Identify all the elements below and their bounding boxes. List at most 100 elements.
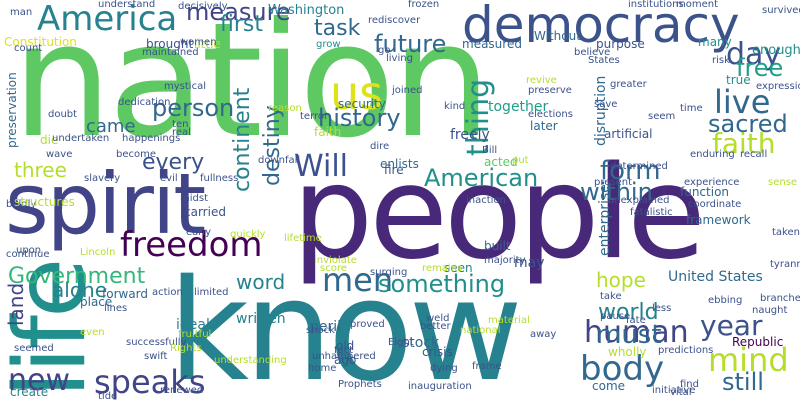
word-coordinate: fatalistic	[630, 207, 673, 218]
word-future: future	[374, 30, 447, 58]
word-alone: alone	[52, 278, 108, 302]
word-Bill: dire	[370, 141, 390, 152]
word-national: Eight	[388, 337, 414, 348]
word-seem: function	[680, 185, 730, 199]
word-material: weld	[426, 313, 450, 324]
word-still: still	[722, 368, 764, 396]
word-count: man	[10, 7, 33, 18]
word-something: something	[378, 270, 506, 298]
word-become: wave	[46, 149, 73, 160]
word-frozen: decisively	[178, 1, 228, 12]
word-hope: hope	[596, 268, 646, 292]
word-remains: surging	[370, 267, 408, 278]
word-tide: Prophets	[338, 379, 382, 390]
word-upon: framework	[686, 213, 751, 227]
word-freely: together	[488, 99, 549, 115]
word-Rights: seemed	[14, 343, 54, 354]
word-come: wholly	[608, 345, 647, 359]
word-doubt: die	[40, 133, 59, 147]
word-day: day	[726, 37, 782, 72]
word-later: kind	[444, 101, 466, 112]
word-quickly: early	[186, 227, 212, 238]
word-measure: measure	[186, 0, 291, 26]
word-inviolate: limited	[194, 287, 229, 298]
word-surging: majority	[484, 255, 526, 266]
word-institutions: frozen	[408, 0, 440, 10]
word-may: built	[484, 239, 511, 253]
word-lifetime: quickly	[230, 229, 266, 240]
word-ideal: acted	[484, 155, 518, 169]
word-sacred: sacred	[708, 110, 788, 138]
word-faith: faith	[712, 127, 776, 160]
word-democracy: democracy	[462, 0, 740, 54]
word-vital: find	[680, 379, 699, 390]
word-home: swift	[144, 351, 168, 362]
word-boldly: slavery	[84, 173, 121, 184]
word-elections: terror	[300, 111, 329, 122]
word-early: carried	[184, 205, 226, 219]
word-American: American	[424, 164, 539, 192]
word-majority: score	[320, 263, 347, 274]
word-branches: ebbing	[708, 295, 743, 306]
word-risk: States	[588, 55, 620, 66]
word-predictions: frame	[472, 361, 502, 372]
word-evil: become	[116, 149, 157, 160]
word-mind: mind	[708, 341, 789, 379]
word-understanding: away	[530, 329, 557, 340]
word-Government: Government	[8, 264, 146, 289]
word-many: fire	[384, 163, 404, 177]
word-Prophets: unexplained	[608, 195, 670, 206]
word-shock: better	[420, 321, 451, 332]
word-joined: dedication	[118, 97, 171, 108]
word-terror: reason	[268, 103, 302, 114]
word-security: faith	[314, 125, 342, 139]
word-Without: measured	[462, 37, 522, 51]
word-destiny: destiny	[260, 105, 285, 186]
word-tyranny: naught	[752, 305, 788, 316]
word-undertaken: doubt	[48, 109, 78, 120]
word-acted: freely	[450, 127, 490, 143]
word-new: new	[8, 363, 71, 398]
word-little: brought	[146, 37, 194, 51]
word-inaction: present	[594, 177, 633, 188]
word-fruitful: successfully	[126, 337, 187, 348]
word-seen: forward	[102, 287, 149, 301]
word-Will: Will	[294, 149, 349, 184]
word-living: women	[180, 37, 217, 48]
word-history: history	[318, 104, 401, 132]
word-United-States: United States	[668, 269, 763, 285]
word-Constitution: Constitution	[4, 35, 77, 49]
word-experience: put	[512, 155, 529, 166]
word-common: understanding	[214, 355, 287, 366]
word-together: security	[338, 97, 386, 111]
word-find: come	[592, 379, 626, 393]
word-proved: fruitful	[178, 329, 212, 340]
word-preservation: preservation	[5, 72, 19, 148]
word-ebbing: less	[652, 303, 672, 314]
word-expression: greater	[610, 79, 647, 90]
word-die: risk	[712, 55, 730, 66]
word-man: survived	[762, 5, 800, 16]
word-rediscover: grow	[316, 39, 341, 50]
word-frame: dying	[430, 363, 458, 374]
word-initiative: national	[460, 325, 501, 336]
word-happenings: recall	[740, 149, 768, 160]
word-better: proved	[350, 319, 385, 330]
word-Eight: shock	[306, 325, 335, 336]
word-create: true	[726, 73, 751, 87]
word-brought: rediscover	[368, 15, 421, 26]
word-Lincoln: continue	[6, 249, 50, 260]
word-written: ideal	[176, 317, 210, 333]
word-seemed: initiative	[652, 385, 696, 396]
word-sense: experience	[684, 177, 740, 188]
word-know: know	[168, 250, 523, 400]
word-word: word	[236, 270, 286, 294]
word-structures: boldly	[6, 199, 37, 210]
word-purpose: Without	[534, 29, 581, 43]
word-land: land	[4, 282, 28, 326]
word-must: must	[596, 320, 662, 350]
word-dire: real	[172, 127, 191, 138]
word-greater: preserve	[528, 85, 572, 96]
word-spirit: spirit	[5, 155, 206, 253]
